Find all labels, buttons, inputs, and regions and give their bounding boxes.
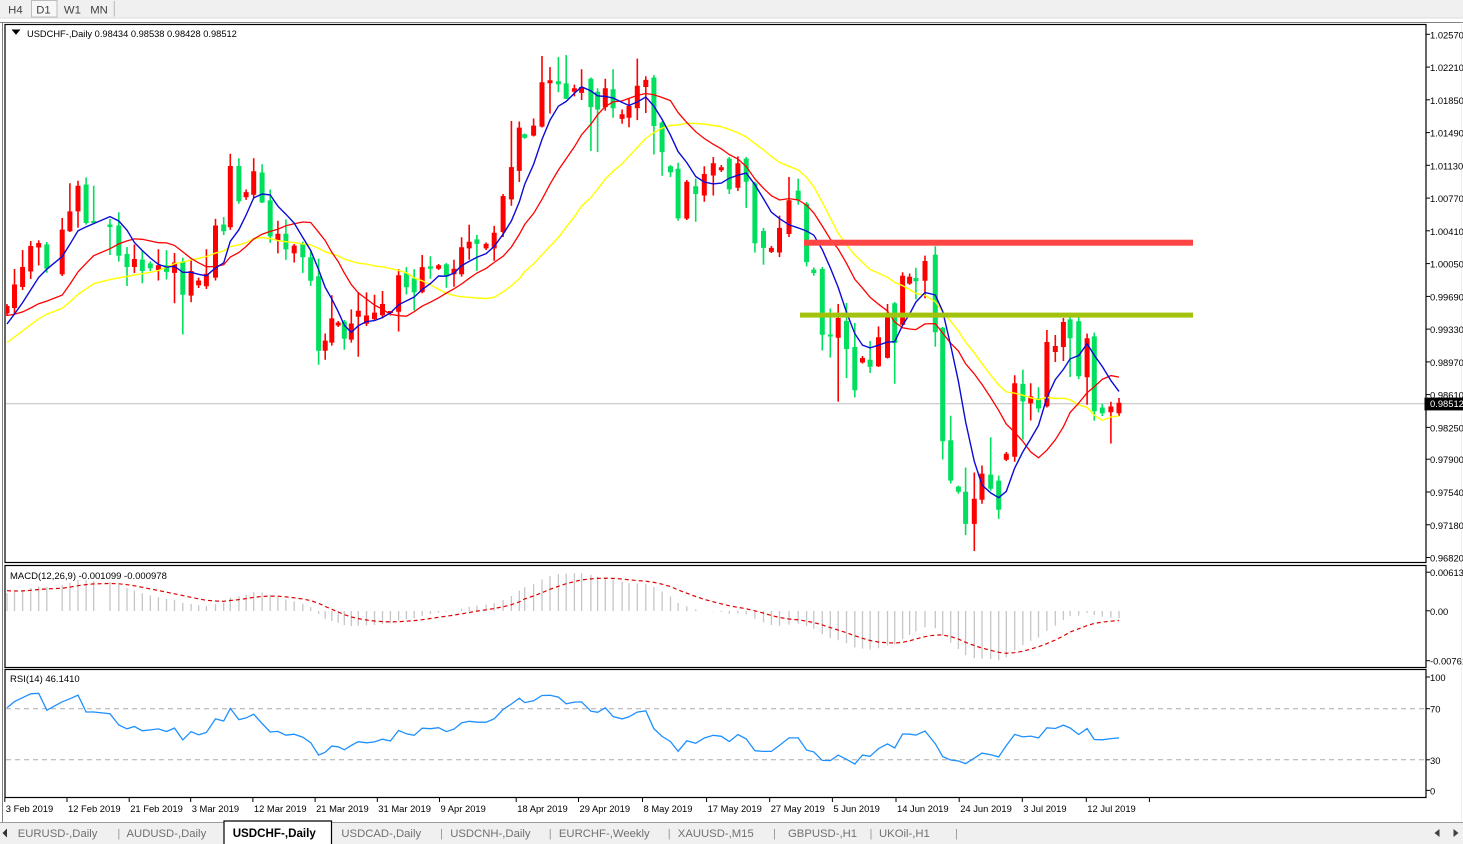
svg-text:H4: H4 [8,5,22,17]
svg-text:24 Jun 2019: 24 Jun 2019 [960,803,1012,814]
svg-text:0.98250: 0.98250 [1430,422,1463,433]
svg-text:12 Mar 2019: 12 Mar 2019 [254,803,307,814]
svg-text:8 May 2019: 8 May 2019 [644,803,693,814]
svg-text:0.98512: 0.98512 [1430,398,1463,409]
svg-text:21 Mar 2019: 21 Mar 2019 [316,803,369,814]
svg-text:USDCAD-,Daily: USDCAD-,Daily [341,828,421,840]
svg-text:3 Feb 2019: 3 Feb 2019 [6,803,53,814]
svg-text:12 Feb 2019: 12 Feb 2019 [68,803,121,814]
svg-text:1.00050: 1.00050 [1430,259,1463,270]
svg-text:0.97900: 0.97900 [1430,454,1463,465]
svg-text:1.02210: 1.02210 [1430,62,1463,73]
svg-text:|: | [549,828,552,840]
svg-text:USDCHF-,Daily 0.98434 0.98538: USDCHF-,Daily 0.98434 0.98538 0.98428 0.… [27,29,237,39]
svg-text:-0.0076125: -0.0076125 [1430,656,1463,667]
svg-text:0.99330: 0.99330 [1430,324,1463,335]
svg-text:31 Mar 2019: 31 Mar 2019 [378,803,431,814]
svg-text:USDCHF-,Daily: USDCHF-,Daily [233,827,317,840]
svg-text:|: | [870,828,873,840]
svg-text:29 Apr 2019: 29 Apr 2019 [580,803,631,814]
svg-text:14 Jun 2019: 14 Jun 2019 [897,803,949,814]
svg-text:9 Apr 2019: 9 Apr 2019 [441,803,486,814]
svg-text:1.02570: 1.02570 [1430,29,1463,40]
svg-text:0.00: 0.00 [1430,606,1448,617]
svg-text:0.98970: 0.98970 [1430,357,1463,368]
svg-text:27 May 2019: 27 May 2019 [771,803,825,814]
svg-text:17 May 2019: 17 May 2019 [708,803,762,814]
svg-text:1.01130: 1.01130 [1430,160,1463,171]
svg-text:0: 0 [1430,785,1435,796]
svg-text:12 Jul 2019: 12 Jul 2019 [1087,803,1135,814]
svg-text:EURCHF-,Weekly: EURCHF-,Weekly [559,828,650,840]
svg-text:|: | [117,828,120,840]
svg-text:GBPUSD-,H1: GBPUSD-,H1 [788,828,857,840]
svg-text:3 Mar 2019: 3 Mar 2019 [192,803,239,814]
svg-text:|: | [668,828,671,840]
svg-text:100: 100 [1430,672,1446,683]
svg-text:0.97540: 0.97540 [1430,487,1463,498]
svg-text:0.98610: 0.98610 [1430,390,1463,401]
svg-text:1.01490: 1.01490 [1430,128,1463,139]
svg-text:1.00770: 1.00770 [1430,193,1463,204]
svg-text:1.01850: 1.01850 [1430,95,1463,106]
svg-text:AUDUSD-,Daily: AUDUSD-,Daily [127,828,207,840]
svg-text:0.99690: 0.99690 [1430,291,1463,302]
svg-text:MACD(12,26,9) -0.001099 -0.000: MACD(12,26,9) -0.001099 -0.000978 [10,571,167,582]
svg-text:5 Jun 2019: 5 Jun 2019 [833,803,879,814]
svg-text:XAUUSD-,M15: XAUUSD-,M15 [678,828,754,840]
svg-text:|: | [773,828,776,840]
svg-text:EURUSD-,Daily: EURUSD-,Daily [18,828,98,840]
svg-text:21 Feb 2019: 21 Feb 2019 [130,803,183,814]
svg-text:|: | [440,828,443,840]
svg-text:|: | [955,828,958,840]
svg-text:1.00410: 1.00410 [1430,226,1463,237]
svg-text:18 Apr 2019: 18 Apr 2019 [517,803,568,814]
svg-text:0.96820: 0.96820 [1430,553,1463,564]
svg-text:MN: MN [90,5,108,17]
svg-text:UKOil-,H1: UKOil-,H1 [879,828,930,840]
svg-text:0.00613: 0.00613 [1430,567,1463,578]
svg-text:RSI(14) 46.1410: RSI(14) 46.1410 [10,674,80,685]
svg-text:70: 70 [1430,704,1440,715]
svg-text:3 Jul 2019: 3 Jul 2019 [1023,803,1066,814]
svg-text:30: 30 [1430,755,1440,766]
svg-text:0.97180: 0.97180 [1430,520,1463,531]
svg-text:USDCNH-,Daily: USDCNH-,Daily [450,828,531,840]
svg-text:D1: D1 [36,5,50,17]
svg-text:W1: W1 [64,5,81,17]
